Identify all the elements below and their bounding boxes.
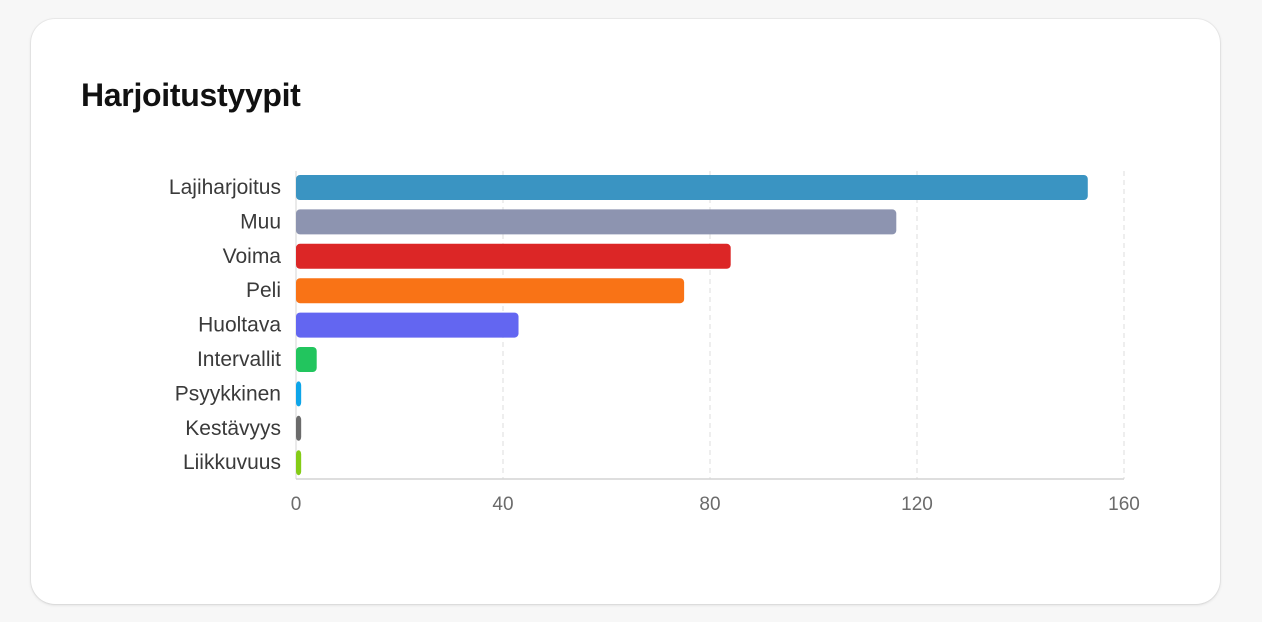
category-label: Lajiharjoitus [169,176,281,199]
chart-card: Harjoitustyypit Lajiharjoitus Muu Voima Pel… [31,19,1220,604]
bar [296,175,1088,200]
category-label: Peli [246,279,281,302]
bar-chart: Lajiharjoitus Muu Voima Peli Huoltava Interva… [169,171,1140,515]
category-label: Intervallit [197,348,281,371]
category-label: Kestävyys [185,417,281,440]
x-tick-label: 160 [1108,494,1140,515]
bar [296,243,731,269]
bar [296,381,302,407]
bar [296,312,519,338]
category-label: Muu [240,210,281,233]
category-label: Huoltava [198,314,281,337]
bar [296,278,685,304]
bar [296,209,897,235]
x-tick-label: 80 [699,494,720,515]
chart-title: Harjoitustyypit [81,77,301,113]
bar [296,450,302,476]
x-tick-label: 120 [901,494,933,515]
bar [296,415,302,441]
x-tick-label: 40 [492,494,513,515]
x-tick-label: 0 [291,494,302,515]
category-label: Liikkuvuus [183,451,281,474]
category-label: Voima [223,245,282,268]
bar [296,347,317,372]
category-label: Psyykkinen [175,382,281,405]
